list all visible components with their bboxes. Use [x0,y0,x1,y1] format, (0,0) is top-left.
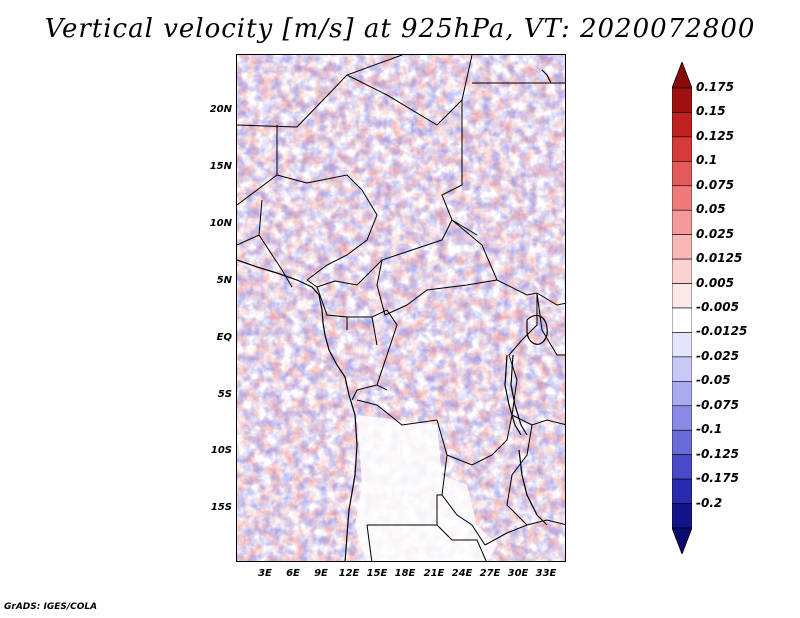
colorbar-level-label: 0.075 [696,177,734,192]
colorbar-swatch [672,185,692,211]
lon-tick-24e: 24E [451,568,473,579]
colorbar-swatch [672,332,692,358]
colorbar-swatch [672,161,692,187]
lat-tick-eq: EQ [216,332,232,343]
lat-tick-10s: 10S [210,445,232,456]
colorbar-swatch [672,136,692,162]
colorbar-level-label: 0.125 [696,128,734,143]
lon-tick-6e: 6E [286,568,300,579]
colorbar-swatch [672,112,692,138]
colorbar-level-label: 0.005 [696,275,734,290]
colorbar-swatch [672,87,692,113]
vertical-velocity-field [237,55,565,561]
colorbar-swatch [672,283,692,309]
colorbar-swatch [672,307,692,333]
country-borders [237,55,565,561]
colorbar-level-label: -0.005 [696,300,739,314]
lat-tick-5s: 5S [217,389,232,400]
colorbar-swatch [672,503,692,529]
lon-tick-15e: 15E [366,568,388,579]
lon-tick-12e: 12E [338,568,360,579]
colorbar-level-label: -0.175 [696,471,739,486]
lon-tick-30e: 30E [507,568,529,579]
colorbar-level-label: 0.025 [696,226,734,241]
lon-tick-33e: 33E [535,568,557,579]
lon-tick-27e: 27E [479,568,501,579]
lon-tick-21e: 21E [423,568,445,579]
colorbar-level-label: -0.1 [696,422,723,437]
lat-tick-5n: 5N [216,275,232,286]
grads-credit: GrADS: IGES/COLA [4,602,98,612]
colorbar-level-label: -0.125 [696,446,739,461]
great-lakes [504,69,552,526]
colorbar-level-label: 0.15 [696,104,726,119]
colorbar-swatch [672,454,692,480]
colorbar-swatch [672,258,692,284]
colorbar-swatch [672,234,692,260]
colorbar-level-label: 0.1 [696,153,718,168]
lon-tick-9e: 9E [314,568,328,579]
lat-tick-15n: 15N [209,161,232,172]
lat-tick-20n: 20N [209,104,232,115]
colorbar-swatch [672,429,692,455]
colorbar-bottom-arrow [672,527,692,554]
colorbar-top-arrow [672,62,692,89]
lon-tick-3e: 3E [258,568,272,579]
colorbar-level-label: 0.0125 [696,251,743,266]
colorbar-swatch [672,381,692,407]
colorbar-swatch [672,478,692,504]
colorbar-level-label: 0.175 [696,80,734,94]
colorbar-swatch [672,209,692,235]
lon-tick-18e: 18E [394,568,416,579]
lat-tick-15s: 15S [210,502,232,513]
colorbar-level-label: -0.025 [696,348,739,363]
colorbar-level-label: 0.05 [696,202,726,217]
colorbar-level-label: -0.0125 [696,324,748,339]
colorbar-level-label: -0.075 [696,397,739,412]
atlantic-coastline [237,259,358,561]
colorbar-swatch [672,405,692,431]
colorbar [672,62,692,554]
lat-tick-10n: 10N [209,218,232,229]
colorbar-swatch [672,356,692,382]
map-plot-area [236,54,566,562]
colorbar-level-label: -0.05 [696,373,731,388]
colorbar-level-label: -0.2 [696,495,723,510]
map-title: Vertical velocity [m/s] at 925hPa, VT: 2… [44,14,756,44]
